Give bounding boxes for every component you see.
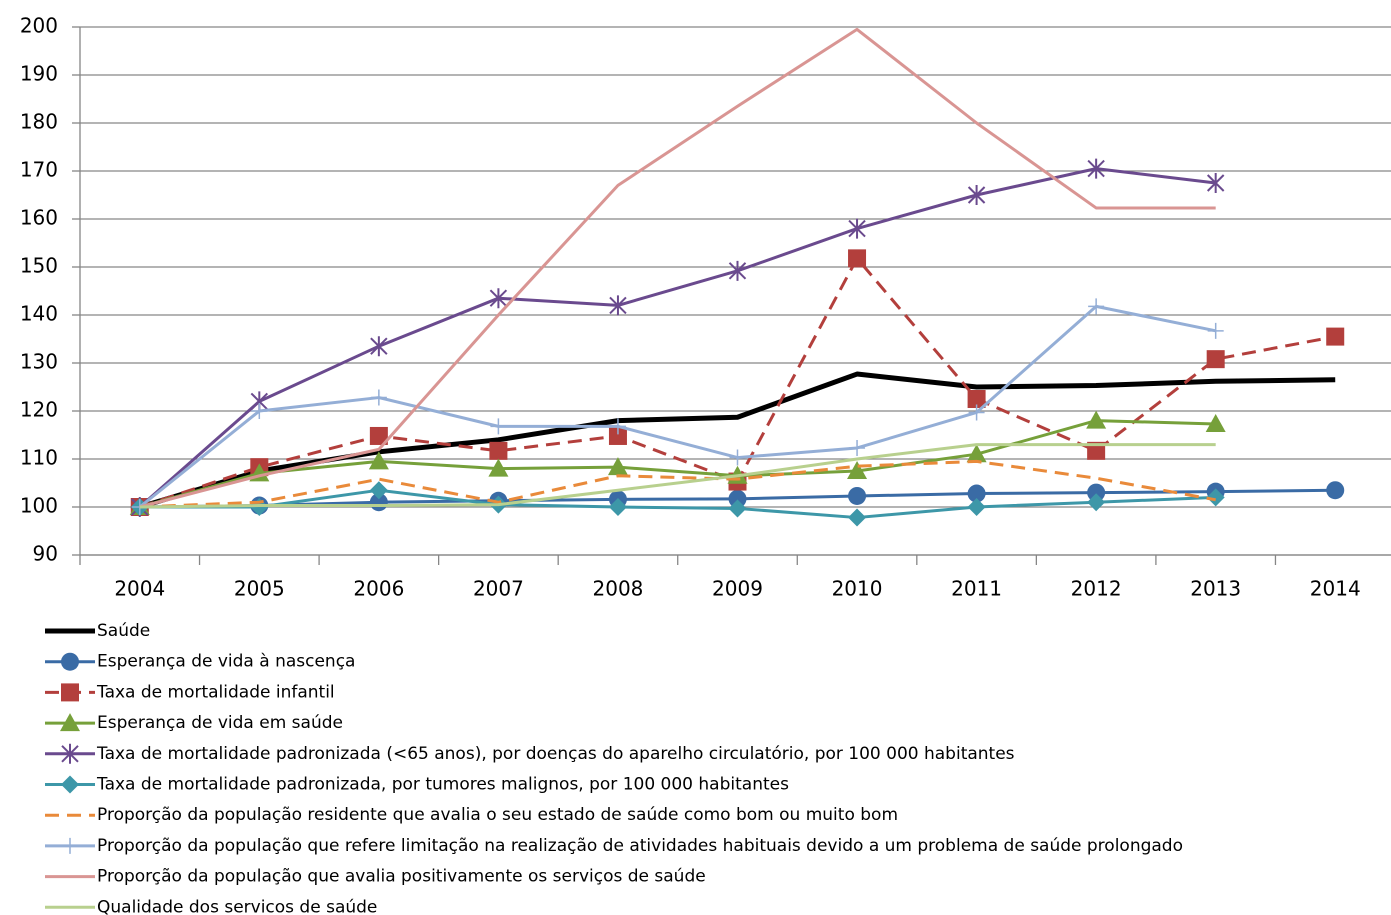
y-tick-label: 100 bbox=[20, 494, 58, 518]
x-tick-label: 2007 bbox=[473, 577, 524, 601]
point bbox=[1088, 298, 1105, 315]
point bbox=[1206, 173, 1225, 193]
point bbox=[609, 418, 626, 435]
legend-label: Proporção da população que refere limita… bbox=[97, 836, 1183, 856]
point bbox=[728, 499, 747, 518]
series-line bbox=[138, 304, 1216, 509]
x-tick-label: 2009 bbox=[712, 577, 763, 601]
y-tick-label: 90 bbox=[33, 542, 58, 566]
x-tick-label: 2012 bbox=[1071, 577, 1122, 601]
point bbox=[608, 426, 627, 445]
point bbox=[368, 451, 389, 470]
point bbox=[369, 426, 388, 445]
legend-marker bbox=[61, 743, 79, 764]
legend-label: Taxa de mortalidade padronizada (<65 ano… bbox=[96, 744, 1015, 764]
point bbox=[489, 288, 508, 309]
legend-label: Proporção da população residente que ava… bbox=[97, 805, 898, 825]
point bbox=[847, 461, 868, 479]
point bbox=[729, 449, 746, 466]
x-tick-label: 2004 bbox=[114, 577, 165, 601]
x-tick-label: 2013 bbox=[1190, 577, 1241, 601]
y-tick-label: 110 bbox=[20, 446, 58, 470]
point bbox=[967, 390, 986, 408]
y-tick-label: 160 bbox=[20, 206, 58, 230]
y-tick-label: 170 bbox=[20, 158, 58, 182]
point bbox=[967, 484, 986, 503]
point bbox=[968, 404, 985, 421]
legend-label: Esperança de vida à nascença bbox=[97, 652, 355, 672]
point bbox=[1206, 350, 1225, 369]
legend-marker bbox=[61, 775, 79, 794]
x-tick-label: 2005 bbox=[234, 577, 285, 601]
y-tick-label: 140 bbox=[20, 302, 58, 326]
point bbox=[848, 249, 867, 268]
legend-label: Esperança de vida em saúde bbox=[97, 713, 343, 733]
point bbox=[607, 457, 628, 476]
series-line bbox=[139, 443, 1216, 509]
point bbox=[1326, 481, 1345, 500]
point bbox=[848, 218, 866, 239]
point bbox=[848, 486, 867, 505]
point bbox=[967, 498, 986, 516]
point bbox=[848, 508, 867, 527]
legend-marker bbox=[61, 652, 79, 671]
y-tick-label: 120 bbox=[20, 398, 58, 422]
series-line bbox=[139, 459, 1216, 509]
legend-marker bbox=[61, 683, 79, 702]
point bbox=[608, 498, 627, 516]
x-tick-label: 2010 bbox=[832, 577, 883, 601]
point bbox=[728, 489, 747, 508]
point bbox=[1087, 158, 1105, 179]
point bbox=[849, 439, 866, 456]
point bbox=[490, 418, 507, 435]
series-line bbox=[139, 419, 1216, 509]
x-tick-label: 2008 bbox=[593, 577, 644, 601]
point bbox=[1087, 483, 1106, 502]
y-tick-label: 190 bbox=[20, 62, 58, 86]
legend-label: Qualidade dos servicos de saúde bbox=[97, 897, 377, 915]
point bbox=[1087, 441, 1106, 460]
x-tick-label: 2006 bbox=[353, 577, 404, 601]
point bbox=[1207, 322, 1224, 339]
y-tick-label: 130 bbox=[20, 350, 58, 374]
legend-label: Saúde bbox=[97, 621, 150, 641]
series-line bbox=[138, 167, 1216, 509]
y-tick-label: 200 bbox=[20, 14, 58, 38]
point bbox=[1326, 327, 1345, 346]
x-tick-label: 2011 bbox=[951, 577, 1002, 601]
point bbox=[488, 458, 509, 477]
point bbox=[728, 260, 747, 281]
y-tick-label: 150 bbox=[20, 254, 58, 278]
point bbox=[489, 441, 508, 460]
point bbox=[1205, 413, 1226, 432]
legend-label: Proporção da população que avalia positi… bbox=[97, 867, 706, 887]
series-line bbox=[139, 27, 1216, 509]
point bbox=[966, 444, 987, 463]
series-line bbox=[139, 488, 1216, 520]
legend-label: Taxa de mortalidade padronizada, por tum… bbox=[96, 775, 789, 795]
point bbox=[370, 389, 387, 406]
y-tick-label: 180 bbox=[20, 110, 58, 134]
x-tick-label: 2014 bbox=[1310, 577, 1361, 601]
legend-label: Taxa de mortalidade infantil bbox=[96, 682, 335, 702]
point bbox=[1086, 410, 1107, 429]
point bbox=[967, 185, 986, 205]
legend-marker bbox=[60, 713, 80, 732]
legend-marker bbox=[62, 837, 78, 854]
point bbox=[369, 481, 388, 500]
point bbox=[1087, 493, 1106, 512]
point bbox=[370, 336, 388, 357]
point bbox=[609, 295, 627, 316]
point bbox=[251, 403, 268, 419]
point bbox=[1206, 488, 1225, 507]
